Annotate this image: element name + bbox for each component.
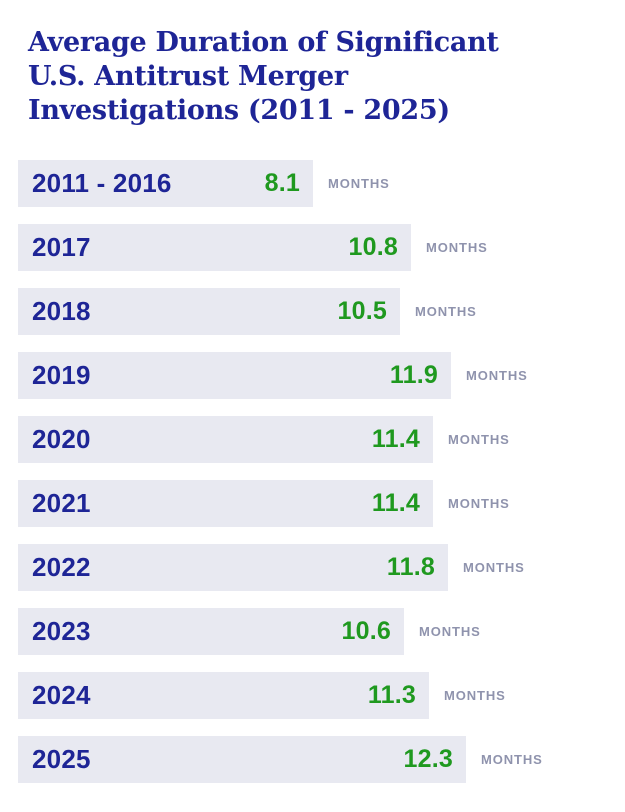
bar-year-label: 2020 (32, 424, 91, 454)
months-label: MONTHS (448, 496, 510, 511)
bar-value: 11.4 (371, 425, 420, 453)
bar: 2024 11.3 (18, 672, 429, 719)
bar-row: 2024 11.3 MONTHS (18, 672, 625, 719)
bar-value: 8.1 (264, 169, 300, 197)
bar-row: 2018 10.5 MONTHS (18, 288, 625, 335)
months-label: MONTHS (444, 688, 506, 703)
months-label: MONTHS (426, 240, 488, 255)
bar: 2018 10.5 (18, 288, 400, 335)
bar: 2022 11.8 (18, 544, 448, 591)
months-label: MONTHS (328, 176, 390, 191)
bar-chart: 2011 - 2016 8.1 MONTHS 2017 10.8 MONTHS … (18, 160, 625, 783)
bar-value: 10.5 (337, 297, 387, 325)
bar-value: 11.4 (371, 489, 420, 517)
bar-year-label: 2021 (32, 488, 91, 518)
chart-page: Average Duration of Significant U.S. Ant… (0, 26, 625, 812)
bar: 2023 10.6 (18, 608, 404, 655)
bar-year-label: 2018 (32, 296, 91, 326)
bar-value: 10.6 (341, 617, 391, 645)
bar: 2017 10.8 (18, 224, 411, 271)
bar-row: 2022 11.8 MONTHS (18, 544, 625, 591)
bar-year-label: 2025 (32, 744, 91, 774)
bar-year-label: 2022 (32, 552, 91, 582)
bar-value: 11.3 (367, 681, 416, 709)
months-label: MONTHS (448, 432, 510, 447)
chart-title-line: U.S. Antitrust Merger (28, 61, 348, 92)
chart-title: Average Duration of Significant U.S. Ant… (28, 26, 595, 128)
months-label: MONTHS (481, 752, 543, 767)
bar-value: 12.3 (403, 745, 453, 773)
bar-value: 11.8 (386, 553, 435, 581)
bar: 2021 11.4 (18, 480, 433, 527)
months-label: MONTHS (415, 304, 477, 319)
months-label: MONTHS (466, 368, 528, 383)
bar: 2020 11.4 (18, 416, 433, 463)
bar-year-label: 2024 (32, 680, 91, 710)
bar-row: 2025 12.3 MONTHS (18, 736, 625, 783)
bar-row: 2017 10.8 MONTHS (18, 224, 625, 271)
chart-title-line: Average Duration of Significant (28, 27, 499, 58)
bar-value: 10.8 (348, 233, 398, 261)
bar: 2025 12.3 (18, 736, 466, 783)
bar-row: 2011 - 2016 8.1 MONTHS (18, 160, 625, 207)
bar-row: 2020 11.4 MONTHS (18, 416, 625, 463)
bar-year-label: 2023 (32, 616, 91, 646)
bar-value: 11.9 (389, 361, 438, 389)
bar-row: 2021 11.4 MONTHS (18, 480, 625, 527)
bar: 2011 - 2016 8.1 (18, 160, 313, 207)
bar-row: 2019 11.9 MONTHS (18, 352, 625, 399)
months-label: MONTHS (419, 624, 481, 639)
months-label: MONTHS (463, 560, 525, 575)
bar-year-label: 2019 (32, 360, 91, 390)
bar: 2019 11.9 (18, 352, 451, 399)
bar-year-label: 2011 - 2016 (32, 168, 172, 198)
bar-year-label: 2017 (32, 232, 91, 262)
bar-row: 2023 10.6 MONTHS (18, 608, 625, 655)
chart-title-line: Investigations (2011 - 2025) (28, 95, 450, 126)
